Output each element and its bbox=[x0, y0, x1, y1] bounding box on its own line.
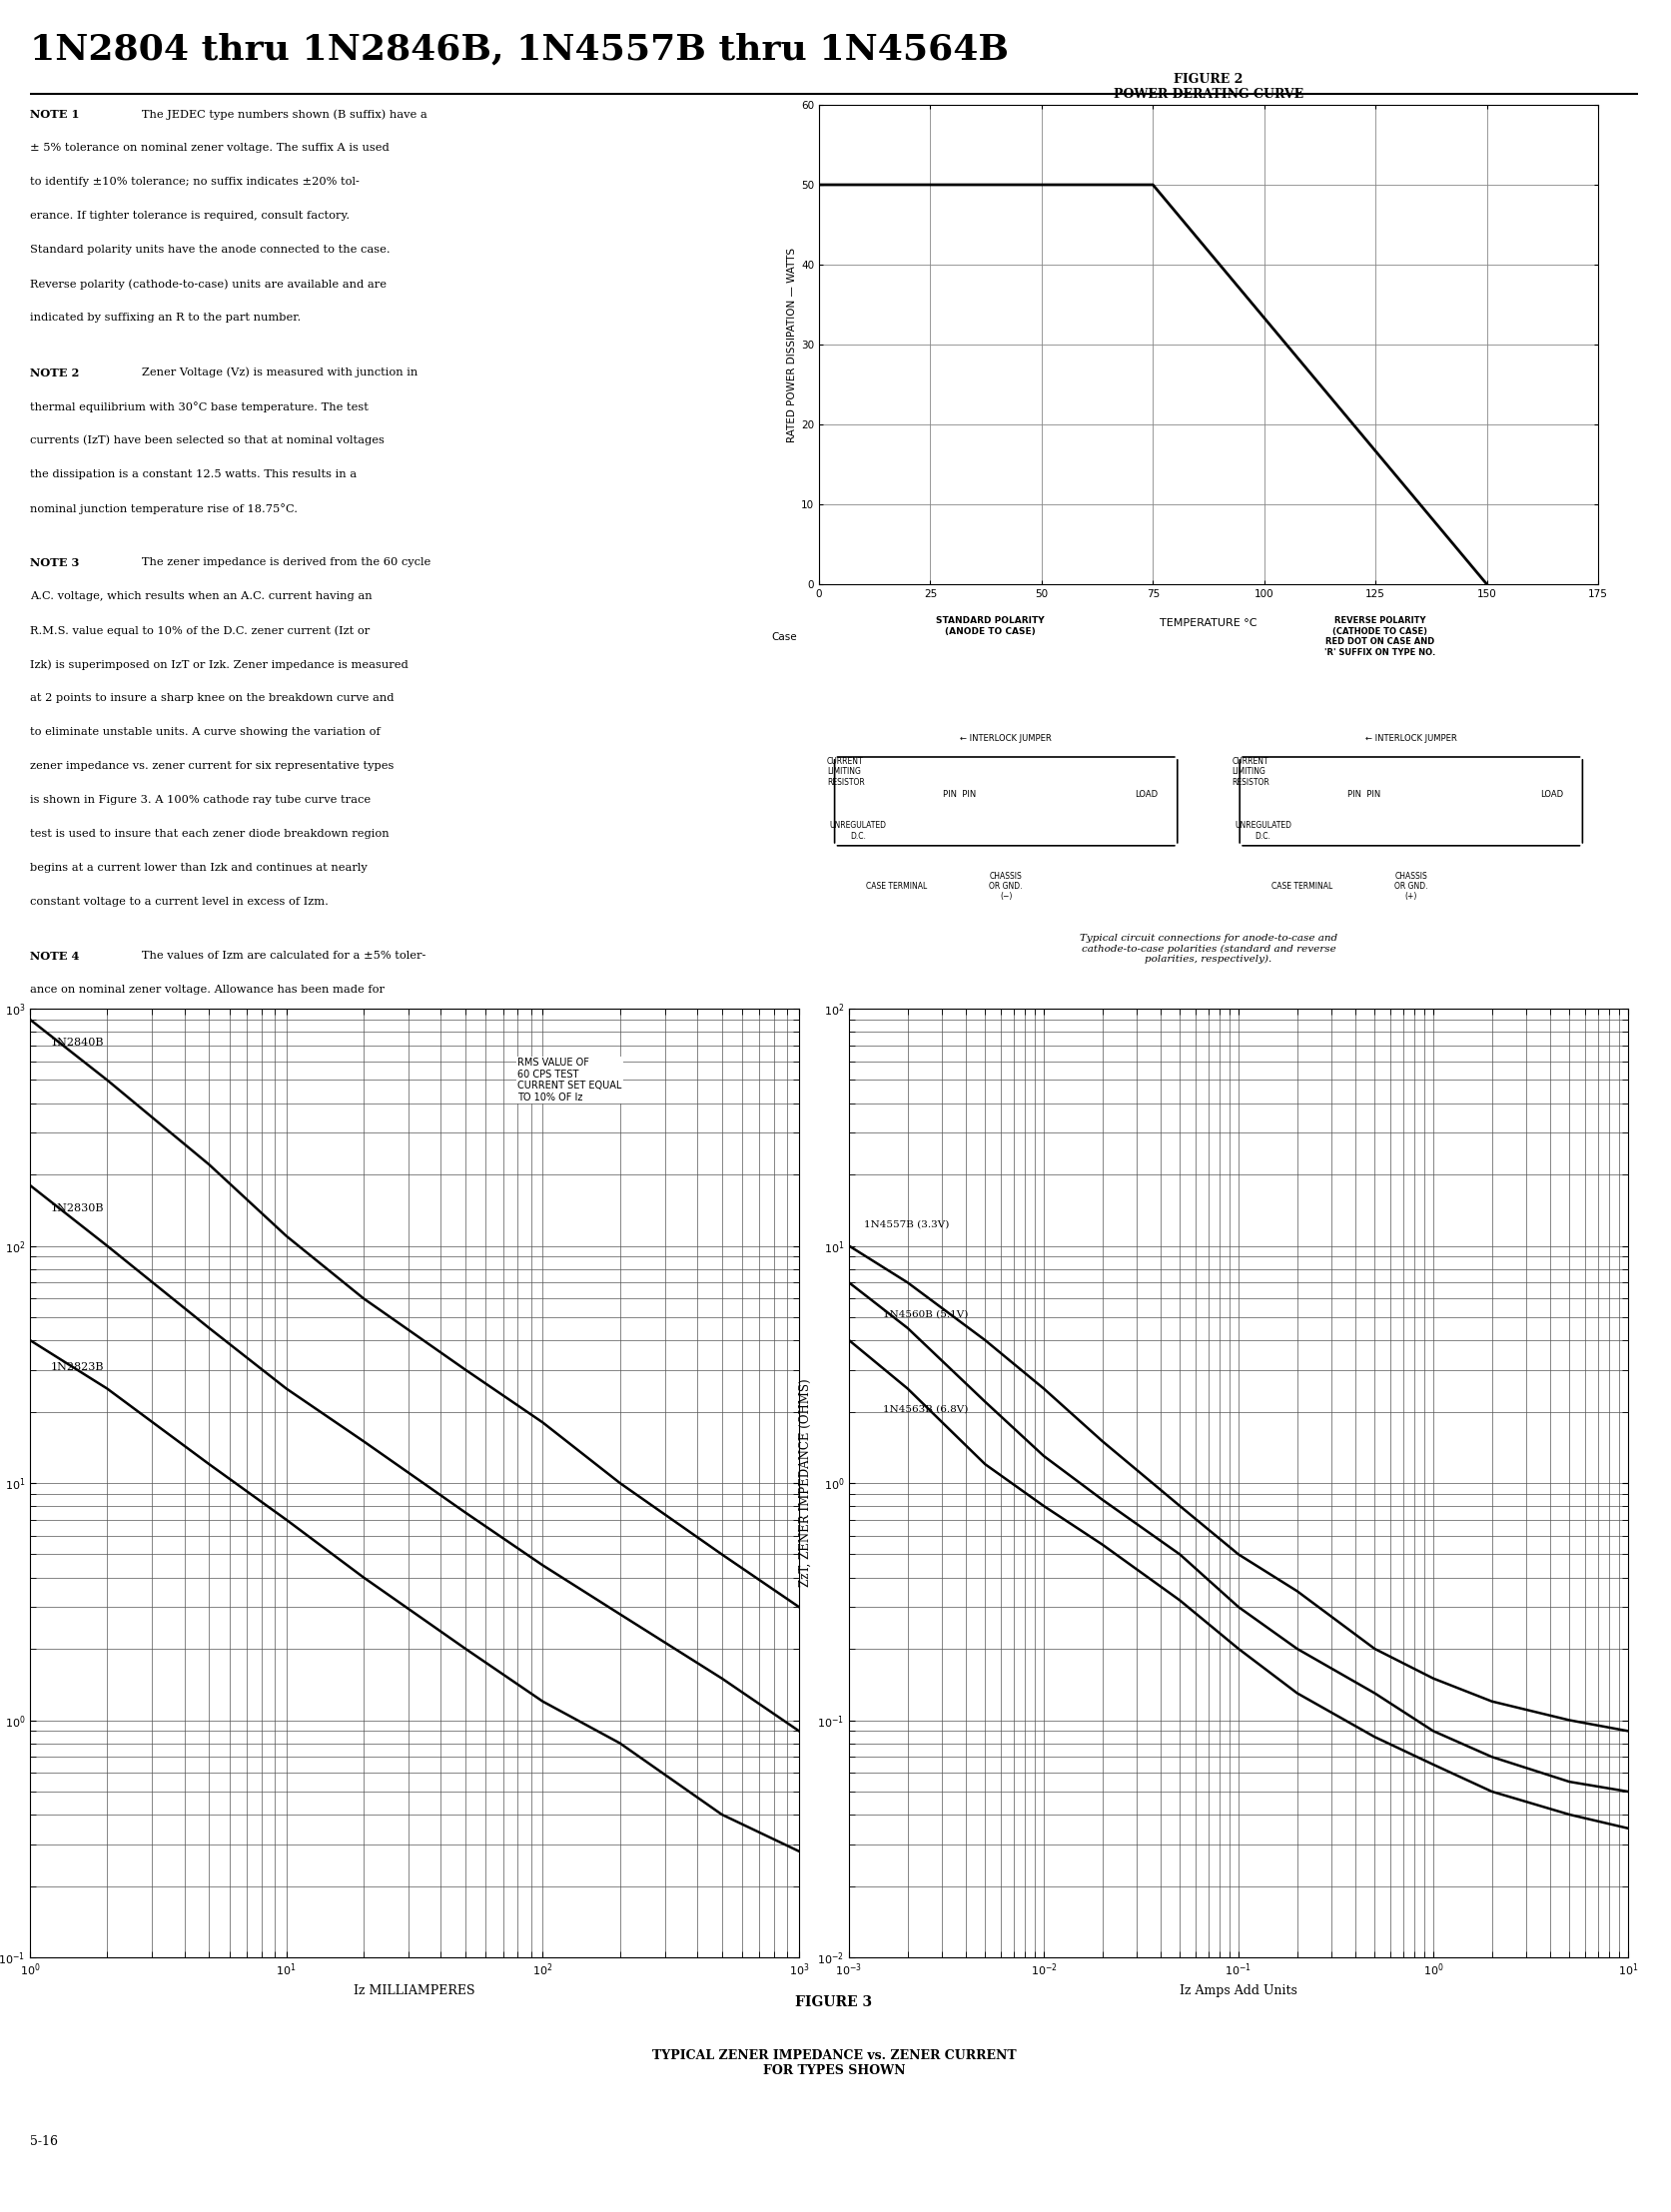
Text: NOTE 1: NOTE 1 bbox=[30, 108, 79, 119]
Text: constant voltage to a current level in excess of Izm.: constant voltage to a current level in e… bbox=[30, 896, 328, 907]
Text: zener impedance vs. zener current for six representative types: zener impedance vs. zener current for si… bbox=[30, 761, 394, 772]
Text: 1N4557B (3.3V): 1N4557B (3.3V) bbox=[864, 1221, 949, 1230]
Text: 1N4560B (5.1V): 1N4560B (5.1V) bbox=[882, 1310, 968, 1318]
Text: Standard polarity units have the anode connected to the case.: Standard polarity units have the anode c… bbox=[30, 246, 389, 254]
Text: 5-16: 5-16 bbox=[30, 2135, 58, 2148]
Text: REVERSE POLARITY
(CATHODE TO CASE)
RED DOT ON CASE AND
'R' SUFFIX ON TYPE NO.: REVERSE POLARITY (CATHODE TO CASE) RED D… bbox=[1323, 617, 1435, 657]
Text: FIGURE 3: FIGURE 3 bbox=[795, 1995, 872, 2008]
Text: to eliminate unstable units. A curve showing the variation of: to eliminate unstable units. A curve sho… bbox=[30, 728, 379, 737]
Text: LOAD: LOAD bbox=[1539, 790, 1562, 799]
Text: 1N4563B (6.8V): 1N4563B (6.8V) bbox=[882, 1405, 968, 1413]
X-axis label: Iz Amps Add Units: Iz Amps Add Units bbox=[1180, 1984, 1297, 1997]
Text: to identify ±10% tolerance; no suffix indicates ±20% tol-: to identify ±10% tolerance; no suffix in… bbox=[30, 177, 359, 188]
Text: CASE TERMINAL: CASE TERMINAL bbox=[1270, 883, 1332, 891]
Text: STANDARD POLARITY
(ANODE TO CASE): STANDARD POLARITY (ANODE TO CASE) bbox=[936, 617, 1044, 635]
Text: thermal equilibrium with 30°C base temperature. The test: thermal equilibrium with 30°C base tempe… bbox=[30, 400, 368, 411]
Text: test is used to insure that each zener diode breakdown region: test is used to insure that each zener d… bbox=[30, 830, 389, 838]
Text: impedance and the increase in junction temperature as power: impedance and the increase in junction t… bbox=[30, 1053, 391, 1064]
Text: NOTE 2: NOTE 2 bbox=[30, 367, 79, 378]
Text: begins at a current lower than Izk and continues at nearly: begins at a current lower than Izk and c… bbox=[30, 863, 368, 874]
Text: ← INTERLOCK JUMPER: ← INTERLOCK JUMPER bbox=[1365, 734, 1455, 743]
Text: erance. If tighter tolerance is required, consult factory.: erance. If tighter tolerance is required… bbox=[30, 210, 349, 221]
Text: the rise in zener voltage above VzT which results from zener: the rise in zener voltage above VzT whic… bbox=[30, 1020, 381, 1029]
Text: PIN  PIN: PIN PIN bbox=[942, 790, 976, 799]
Text: nominal junction temperature rise of 18.75°C.: nominal junction temperature rise of 18.… bbox=[30, 502, 297, 513]
Text: Izk) is superimposed on IzT or Izk. Zener impedance is measured: Izk) is superimposed on IzT or Izk. Zene… bbox=[30, 659, 408, 670]
Text: CASE TERMINAL: CASE TERMINAL bbox=[866, 883, 927, 891]
Text: PIN  PIN: PIN PIN bbox=[1347, 790, 1380, 799]
Text: Typical circuit connections for anode-to-case and
cathode-to-case polarities (st: Typical circuit connections for anode-to… bbox=[1079, 933, 1337, 964]
Text: NOTE 4: NOTE 4 bbox=[30, 951, 79, 962]
Text: tion of 50 watts.: tion of 50 watts. bbox=[30, 1155, 124, 1166]
Text: CHASSIS
OR GND.
(−): CHASSIS OR GND. (−) bbox=[989, 872, 1023, 900]
Text: is shown in Figure 3. A 100% cathode ray tube curve trace: is shown in Figure 3. A 100% cathode ray… bbox=[30, 794, 371, 805]
Text: The JEDEC type numbers shown (B suffix) have a: The JEDEC type numbers shown (B suffix) … bbox=[130, 108, 428, 119]
Y-axis label: ZzT, ZENER IMPEDANCE (OHMS): ZzT, ZENER IMPEDANCE (OHMS) bbox=[799, 1378, 810, 1588]
Text: UNREGULATED
D.C.: UNREGULATED D.C. bbox=[1233, 821, 1290, 841]
Text: LOAD: LOAD bbox=[1135, 790, 1156, 799]
Text: 1N2840B: 1N2840B bbox=[50, 1037, 104, 1046]
Text: ± 5% tolerance on nominal zener voltage. The suffix A is used: ± 5% tolerance on nominal zener voltage.… bbox=[30, 144, 389, 153]
Text: RMS VALUE OF
60 CPS TEST
CURRENT SET EQUAL
TO 10% OF Iz: RMS VALUE OF 60 CPS TEST CURRENT SET EQU… bbox=[518, 1057, 622, 1102]
Text: CURRENT
LIMITING
RESISTOR: CURRENT LIMITING RESISTOR bbox=[827, 757, 864, 787]
Text: Zener Voltage (Vz) is measured with junction in: Zener Voltage (Vz) is measured with junc… bbox=[130, 367, 418, 378]
Text: UNREGULATED
D.C.: UNREGULATED D.C. bbox=[829, 821, 886, 841]
Text: currents (IzT) have been selected so that at nominal voltages: currents (IzT) have been selected so tha… bbox=[30, 436, 384, 445]
Text: CHASSIS
OR GND.
(+): CHASSIS OR GND. (+) bbox=[1394, 872, 1427, 900]
Y-axis label: RATED POWER DISSIPATION — WATTS: RATED POWER DISSIPATION — WATTS bbox=[787, 248, 797, 442]
Text: TYPICAL ZENER IMPEDANCE vs. ZENER CURRENT
FOR TYPES SHOWN: TYPICAL ZENER IMPEDANCE vs. ZENER CURREN… bbox=[652, 2048, 1016, 2077]
Text: The values of Izm are calculated for a ±5% toler-: The values of Izm are calculated for a ±… bbox=[130, 951, 426, 962]
Text: Case: Case bbox=[770, 633, 797, 641]
Text: A.C. voltage, which results when an A.C. current having an: A.C. voltage, which results when an A.C.… bbox=[30, 591, 373, 602]
Text: diodes Izm is that value of current which results in a dissipa-: diodes Izm is that value of current whic… bbox=[30, 1121, 383, 1130]
Text: the dissipation is a constant 12.5 watts. This results in a: the dissipation is a constant 12.5 watts… bbox=[30, 469, 356, 480]
Text: dissipation approaches 50 watts. In the case of individual: dissipation approaches 50 watts. In the … bbox=[30, 1086, 363, 1097]
X-axis label: TEMPERATURE °C: TEMPERATURE °C bbox=[1160, 619, 1257, 628]
Text: 1N2823B: 1N2823B bbox=[50, 1363, 104, 1371]
Text: CURRENT
LIMITING
RESISTOR: CURRENT LIMITING RESISTOR bbox=[1232, 757, 1268, 787]
Text: 1N2830B: 1N2830B bbox=[50, 1203, 104, 1212]
Text: 1N2804 thru 1N2846B, 1N4557B thru 1N4564B: 1N2804 thru 1N2846B, 1N4557B thru 1N4564… bbox=[30, 33, 1008, 66]
Text: at 2 points to insure a sharp knee on the breakdown curve and: at 2 points to insure a sharp knee on th… bbox=[30, 692, 394, 703]
Text: NOTE 3: NOTE 3 bbox=[30, 557, 79, 568]
Title: FIGURE 2
POWER DERATING CURVE: FIGURE 2 POWER DERATING CURVE bbox=[1113, 73, 1303, 102]
Text: The zener impedance is derived from the 60 cycle: The zener impedance is derived from the … bbox=[130, 557, 431, 566]
Text: ance on nominal zener voltage. Allowance has been made for: ance on nominal zener voltage. Allowance… bbox=[30, 984, 384, 995]
Text: ← INTERLOCK JUMPER: ← INTERLOCK JUMPER bbox=[959, 734, 1051, 743]
Text: R.M.S. value equal to 10% of the D.C. zener current (Izt or: R.M.S. value equal to 10% of the D.C. ze… bbox=[30, 626, 369, 635]
X-axis label: Iz MILLIAMPERES: Iz MILLIAMPERES bbox=[354, 1984, 475, 1997]
Text: Reverse polarity (cathode-to-case) units are available and are: Reverse polarity (cathode-to-case) units… bbox=[30, 279, 386, 290]
Text: indicated by suffixing an R to the part number.: indicated by suffixing an R to the part … bbox=[30, 312, 301, 323]
